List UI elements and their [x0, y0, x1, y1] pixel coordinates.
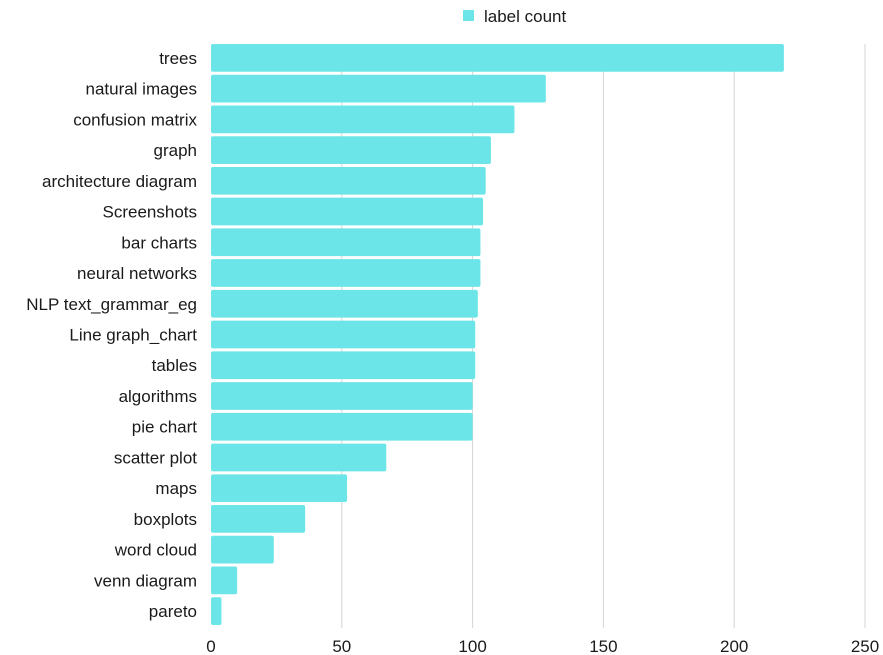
bar: [211, 289, 478, 318]
x-axis-tick-labels: 0 50 100 150 200 250: [206, 637, 879, 655]
legend-swatch: [463, 10, 474, 21]
category-label: bar charts: [121, 233, 197, 252]
legend: label count: [463, 7, 567, 26]
category-label: pie chart: [132, 418, 197, 437]
category-label: scatter plot: [114, 448, 197, 467]
category-label: confusion matrix: [73, 110, 197, 129]
bar: [211, 320, 476, 349]
x-tick-label: 150: [589, 637, 617, 655]
category-label: trees: [159, 49, 197, 68]
x-tick-label: 250: [851, 637, 879, 655]
category-label: boxplots: [134, 510, 197, 529]
bar: [211, 443, 387, 472]
category-label: neural networks: [77, 264, 197, 283]
bar: [211, 74, 546, 103]
category-label: architecture diagram: [42, 172, 197, 191]
x-tick-label: 100: [458, 637, 486, 655]
category-label: natural images: [85, 80, 197, 99]
bar: [211, 44, 784, 72]
bar: [211, 505, 306, 533]
category-label: word cloud: [114, 541, 197, 560]
category-label: NLP text_grammar_eg: [26, 295, 197, 314]
bars: [211, 44, 784, 625]
category-label: maps: [155, 479, 197, 498]
bar: [211, 535, 274, 564]
bar: [211, 597, 222, 625]
bar: [211, 228, 481, 257]
bar: [211, 136, 491, 164]
bar: [211, 259, 481, 287]
legend-label: label count: [484, 7, 567, 26]
category-label: tables: [152, 356, 197, 375]
bar: [211, 382, 473, 410]
bar: [211, 105, 515, 134]
bar: [211, 351, 476, 380]
category-label: Screenshots: [103, 203, 198, 222]
bar: [211, 166, 486, 195]
category-label: algorithms: [119, 387, 197, 406]
bar: [211, 412, 473, 441]
bar: [211, 566, 238, 595]
x-tick-label: 50: [332, 637, 351, 655]
bar: [211, 197, 484, 226]
category-label: graph: [154, 141, 197, 160]
x-tick-label: 0: [206, 637, 215, 655]
x-tick-label: 200: [720, 637, 748, 655]
category-label: venn diagram: [94, 571, 197, 590]
category-labels: trees natural images confusion matrix graph…: [26, 49, 197, 621]
bar: [211, 474, 348, 503]
category-label: Line graph_chart: [69, 326, 197, 345]
category-label: pareto: [149, 602, 197, 621]
